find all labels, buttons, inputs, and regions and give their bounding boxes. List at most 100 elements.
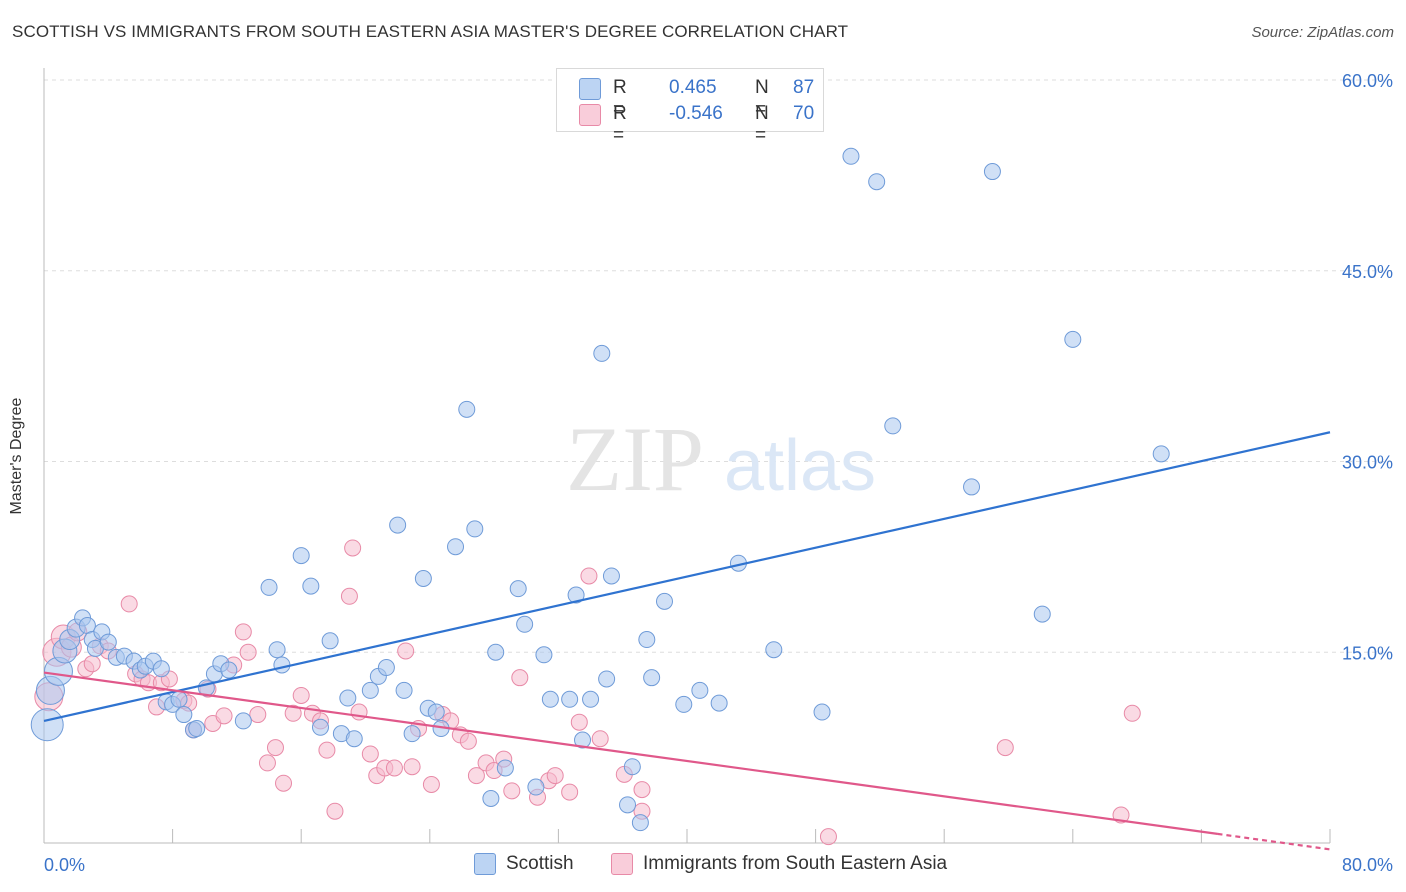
point-scottish: [643, 669, 661, 687]
legend-r-value: -0.546: [669, 103, 723, 124]
point-scottish: [99, 633, 117, 651]
point-scottish: [813, 703, 831, 721]
bottom-legend-label-sea: Immigrants from South Eastern Asia: [643, 853, 948, 874]
point-scottish: [1033, 605, 1051, 623]
point-sea: [83, 655, 101, 673]
point-scottish: [321, 632, 339, 650]
legend-n-value: 70: [793, 103, 815, 124]
watermark-atlas: atlas: [724, 426, 876, 506]
point-scottish: [311, 718, 329, 736]
point-scottish: [339, 689, 357, 707]
watermark-zip: ZIP: [566, 408, 704, 510]
trend-lines: [43, 431, 1331, 851]
y-tick-label: 15.0%: [1342, 643, 1393, 663]
point-scottish: [567, 586, 585, 604]
point-scottish: [631, 814, 649, 832]
source-label: Source: ZipAtlas.com: [1251, 24, 1394, 41]
point-sea: [249, 706, 267, 724]
point-scottish: [30, 708, 64, 742]
point-scottish: [655, 592, 673, 610]
point-scottish: [868, 173, 886, 191]
point-scottish: [842, 147, 860, 165]
point-sea: [326, 802, 344, 820]
point-scottish: [884, 417, 902, 435]
point-scottish: [260, 578, 278, 596]
point-scottish: [487, 643, 505, 661]
point-scottish: [623, 758, 641, 776]
point-scottish: [188, 720, 206, 738]
point-scottish: [509, 580, 527, 598]
bottom-legend-swatch-scottish: [474, 853, 496, 875]
grid-lines: [44, 79, 1395, 653]
point-sea: [344, 539, 362, 557]
point-scottish: [447, 538, 465, 556]
point-scottish: [466, 520, 484, 538]
bottom-legend-swatch-sea: [611, 853, 633, 875]
legend-n-label: N =: [755, 103, 769, 146]
x-tick-label: 80.0%: [1342, 855, 1393, 875]
legend-r-value: 0.465: [669, 77, 717, 98]
series-scottish-points: [30, 147, 1170, 832]
point-sea: [403, 758, 421, 776]
trendline-sea: [43, 671, 1218, 835]
point-scottish: [963, 478, 981, 496]
point-scottish: [482, 789, 500, 807]
point-sea: [275, 774, 293, 792]
point-scottish: [345, 730, 363, 748]
legend-r-label: R =: [613, 103, 627, 146]
point-sea: [361, 745, 379, 763]
point-scottish: [541, 690, 559, 708]
trendline-sea-extension: [1217, 832, 1331, 851]
point-scottish: [1064, 330, 1082, 348]
legend-n-value: 87: [793, 77, 815, 98]
point-sea: [422, 776, 440, 794]
point-sea: [1123, 704, 1141, 722]
point-scottish: [619, 796, 637, 814]
point-scottish: [458, 400, 476, 418]
point-scottish: [403, 725, 421, 743]
point-sea: [258, 754, 276, 772]
point-sea: [397, 642, 415, 660]
tick-labels: 15.0% 30.0% 45.0% 60.0% 0.0% 80.0%: [44, 71, 1393, 875]
bottom-legend-label-scottish: Scottish: [506, 853, 574, 874]
point-sea: [580, 567, 598, 585]
x-tick-label: 0.0%: [44, 855, 85, 875]
point-scottish: [710, 694, 728, 712]
point-sea: [996, 739, 1014, 757]
point-scottish: [414, 569, 432, 587]
point-sea: [318, 741, 336, 759]
point-sea: [570, 713, 588, 731]
point-scottish: [691, 681, 709, 699]
point-scottish: [389, 516, 407, 534]
point-sea: [292, 686, 310, 704]
point-sea: [266, 739, 284, 757]
legend-swatch-scottish: [579, 78, 601, 100]
y-axis-title: Master's Degree: [8, 397, 25, 515]
point-scottish: [983, 163, 1001, 181]
point-scottish: [765, 641, 783, 659]
point-sea: [511, 669, 529, 687]
point-sea: [120, 595, 138, 613]
point-sea: [239, 643, 257, 661]
point-scottish: [377, 659, 395, 677]
point-scottish: [496, 759, 514, 777]
point-sea: [591, 730, 609, 748]
point-scottish: [170, 690, 188, 708]
point-scottish: [574, 731, 592, 749]
point-scottish: [395, 681, 413, 699]
point-scottish: [598, 670, 616, 688]
point-sea: [459, 732, 477, 750]
point-scottish: [516, 615, 534, 633]
point-scottish: [527, 778, 545, 796]
point-scottish: [638, 631, 656, 649]
point-scottish: [427, 703, 445, 721]
point-scottish: [1152, 445, 1170, 463]
point-sea: [503, 782, 521, 800]
point-sea: [561, 783, 579, 801]
point-scottish: [561, 690, 579, 708]
point-scottish: [273, 656, 291, 674]
point-sea: [385, 759, 403, 777]
point-scottish: [535, 646, 553, 664]
point-scottish: [175, 706, 193, 724]
